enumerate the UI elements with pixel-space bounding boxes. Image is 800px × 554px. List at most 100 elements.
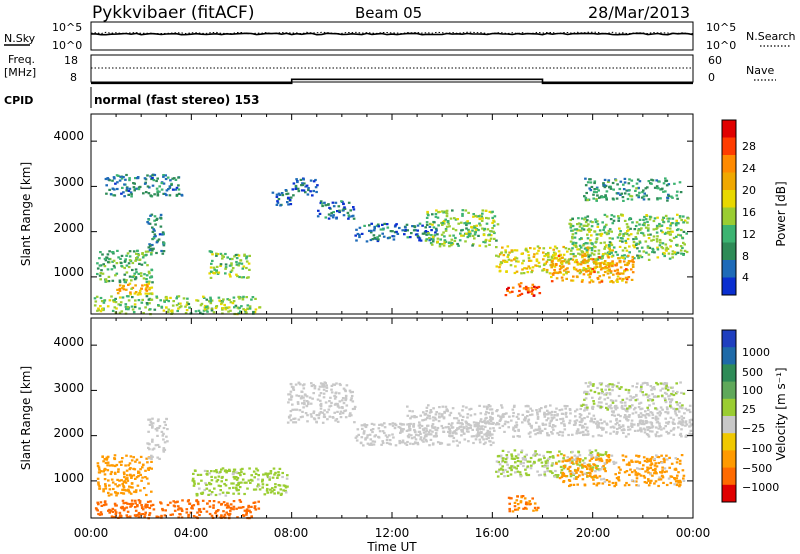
power-data-cell-3-48 [151, 243, 154, 247]
power-data-cell-0-81 [108, 299, 112, 302]
power-data-cell-12-578 [589, 239, 592, 242]
power-data-cell-15-190 [136, 176, 140, 179]
velocity-data-cell-0-131 [196, 501, 200, 504]
velocity-data-cell-6-995 [485, 431, 489, 435]
power-data-cell-8-95 [386, 236, 390, 240]
velocity-data-cell-5-151 [422, 440, 425, 443]
velocity-data-cell-4-167 [306, 414, 309, 417]
power-data-cell-1-183 [99, 272, 103, 275]
power-data-cell-4-51 [247, 262, 251, 265]
power-data-cell-9-276 [491, 221, 494, 224]
velocity-data-cell-4-225 [344, 416, 348, 419]
power-data-cell-0-46 [163, 299, 166, 302]
power-data-cell-9-269 [443, 235, 446, 238]
velocity-data-cell-7-222 [560, 471, 563, 474]
velocity-data-cell-10-114 [674, 392, 678, 395]
velocity-data-cell-5-103 [392, 436, 395, 439]
velocity-data-cell-7-241 [525, 453, 528, 456]
power-data-cell-0-247 [246, 307, 249, 311]
velocity-data-cell-1-59 [103, 478, 107, 481]
velocity-data-cell-6-760 [515, 415, 519, 418]
power-data-cell-12-454 [584, 221, 588, 224]
velocity-data-cell-6-689 [610, 410, 614, 413]
power-data-cell-10-252 [502, 259, 505, 262]
velocity-data-cell-6-632 [528, 413, 532, 417]
power-data-cell-9-2 [482, 240, 485, 244]
velocity-data-cell-6-206 [649, 411, 652, 414]
power-data-cell-11-8 [518, 285, 522, 288]
velocity-data-cell-9-2 [604, 470, 607, 473]
power-data-cell-12-481 [586, 219, 589, 222]
power-data-cell-3-33 [161, 231, 165, 234]
power-data-cell-8-1 [372, 234, 376, 237]
power-data-cell-1-53 [110, 268, 114, 271]
velocity-data-cell-4-146 [351, 407, 355, 411]
velocity-data-cell-6-389 [515, 421, 518, 424]
power-data-cell-0-327 [221, 307, 225, 310]
velocity-data-cell-9-416 [631, 460, 634, 463]
velocity-data-cell-10-175 [621, 407, 624, 410]
power-data-cell-8-136 [381, 223, 384, 226]
power-data-cell-14-137 [650, 178, 653, 181]
power-data-cell-8-24 [434, 231, 437, 234]
power-data-cell-0-194 [248, 305, 252, 308]
velocity-data-cell-3-113 [210, 470, 213, 473]
power-data-cell-15-40 [173, 177, 176, 180]
power-data-cell-12-180 [652, 235, 656, 238]
power-data-cell-0-102 [97, 307, 100, 310]
velocity-data-cell-0-139 [220, 503, 223, 506]
power-data-cell-4-48 [215, 269, 218, 272]
power-data-cell-0-310 [106, 305, 110, 308]
velocity-data-cell-6-601 [585, 408, 589, 411]
velocity-data-cell-6-367 [665, 430, 668, 433]
velocity-data-cell-6-678 [641, 414, 644, 417]
power-data-cell-4-39 [215, 271, 218, 274]
power-data-cell-12-39 [586, 251, 589, 254]
velocity-data-cell-9-154 [562, 472, 566, 475]
velocity-data-cell-6-577 [475, 425, 478, 428]
velocity-data-cell-6-55 [536, 417, 540, 420]
power-data-cell-9-39 [425, 233, 428, 236]
velocity-data-cell-7-74 [556, 474, 559, 477]
power-data-cell-4-84 [221, 257, 224, 260]
velocity-data-cell-7-202 [524, 468, 527, 471]
velocity-data-cell-9-52 [663, 470, 666, 474]
velocity-data-cell-8-10 [535, 508, 539, 512]
velocity-data-cell-10-290 [593, 390, 597, 394]
velocity-data-cell-10-59 [631, 385, 634, 388]
power-data-cell-12-293 [582, 244, 585, 247]
velocity-data-cell-1-84 [128, 491, 131, 494]
velocity-data-cell-4-199 [329, 396, 332, 399]
power-data-cell-13-239 [627, 262, 630, 265]
power-data-cell-0-42 [176, 295, 179, 298]
power-data-cell-14-146 [664, 190, 667, 193]
power-data-cell-12-289 [592, 258, 596, 261]
velocity-data-cell-4-243 [325, 389, 328, 393]
velocity-data-cell-4-170 [286, 421, 290, 424]
velocity-data-cell-3-97 [273, 473, 276, 476]
velocity-data-cell-4-278 [343, 388, 347, 391]
velocity-data-cell-3-152 [272, 467, 276, 470]
power-data-cell-12-374 [593, 230, 596, 233]
velocity-data-cell-5-298 [380, 443, 383, 446]
velocity-data-cell-4-157 [289, 398, 293, 401]
power-data-cell-12-64 [650, 239, 653, 242]
velocity-data-cell-10-56 [603, 393, 606, 396]
power-data-cell-9-282 [482, 229, 486, 232]
power-data-cell-12-92 [669, 245, 672, 248]
velocity-data-cell-1-246 [98, 468, 101, 471]
power-data-cell-14-170 [595, 187, 599, 190]
power-data-cell-15-21 [134, 177, 137, 180]
velocity-data-cell-1-98 [143, 487, 146, 490]
velocity-data-cell-5-213 [364, 437, 367, 440]
power-data-cell-6-10 [307, 188, 310, 192]
power-data-cell-12-540 [673, 251, 676, 254]
velocity-data-cell-1-237 [124, 477, 128, 481]
velocity-data-cell-0-325 [254, 508, 258, 511]
power-data-cell-10-100 [603, 245, 607, 249]
velocity-data-cell-5-243 [355, 439, 359, 442]
power-data-cell-8-11 [409, 236, 412, 239]
power-data-cell-12-268 [569, 224, 573, 228]
power-data-cell-8-163 [377, 225, 380, 228]
velocity-data-cell-6-732 [557, 433, 561, 436]
